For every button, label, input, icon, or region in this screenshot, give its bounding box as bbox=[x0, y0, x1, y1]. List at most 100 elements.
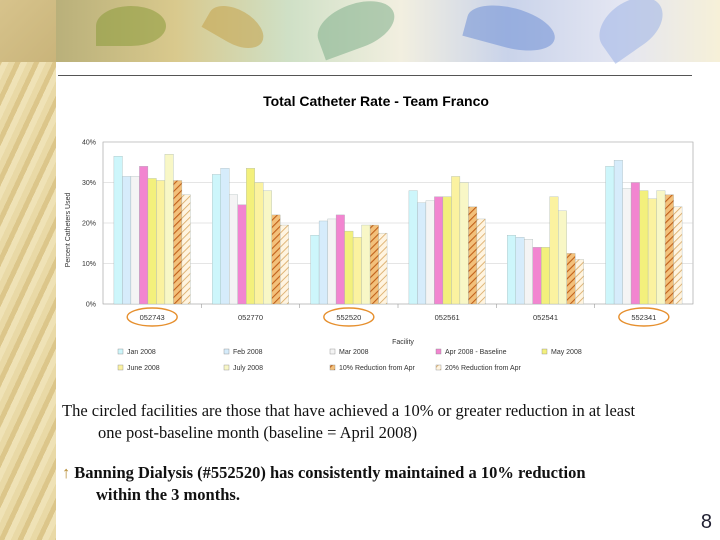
bar bbox=[263, 190, 272, 305]
legend-label: 10% Reduction from Apr bbox=[339, 365, 416, 372]
x-tick-label: 552520 bbox=[336, 313, 361, 322]
bar bbox=[164, 154, 174, 305]
bullet-point: ↑ Banning Dialysis (#552520) has consiste… bbox=[62, 462, 702, 506]
banner-corner bbox=[0, 0, 56, 62]
leaf-decoration bbox=[589, 0, 673, 64]
bar bbox=[558, 210, 567, 305]
bar bbox=[630, 182, 640, 305]
bar bbox=[361, 224, 371, 305]
y-axis-label: Percent Catheters Used bbox=[65, 193, 72, 268]
bar bbox=[147, 178, 157, 305]
x-axis-label: Facility bbox=[392, 339, 414, 346]
bar bbox=[318, 220, 328, 305]
legend-swatch bbox=[329, 348, 336, 355]
leaf-decoration bbox=[201, 0, 271, 57]
bar bbox=[212, 174, 221, 305]
legend-swatch bbox=[329, 364, 336, 371]
x-tick-label: 052770 bbox=[238, 313, 263, 322]
leaf-decoration bbox=[96, 6, 166, 46]
legend-label: Feb 2008 bbox=[233, 349, 263, 356]
legend-swatch bbox=[223, 364, 230, 371]
bullet-line-1: Banning Dialysis (#552520) has consisten… bbox=[74, 463, 586, 482]
x-tick-label: 052743 bbox=[140, 313, 165, 322]
bar bbox=[173, 180, 183, 305]
highlight-circle bbox=[618, 307, 670, 327]
bar bbox=[130, 176, 140, 305]
page-number: 8 bbox=[700, 511, 712, 533]
bar bbox=[254, 182, 264, 305]
bar bbox=[549, 196, 559, 305]
bar bbox=[229, 194, 238, 305]
bar bbox=[524, 239, 533, 305]
legend-swatch bbox=[435, 364, 442, 371]
legend-swatch bbox=[117, 364, 124, 371]
bar bbox=[237, 204, 247, 305]
bar bbox=[541, 247, 550, 305]
bar bbox=[417, 202, 427, 305]
bar bbox=[451, 176, 461, 305]
bar bbox=[335, 214, 345, 305]
bar bbox=[664, 194, 674, 305]
x-tick-label: 052541 bbox=[533, 313, 558, 322]
bar bbox=[181, 194, 191, 305]
caption-line-2: one post-baseline month (baseline = Apri… bbox=[98, 423, 418, 442]
bar bbox=[575, 259, 584, 305]
bar bbox=[327, 218, 337, 305]
bar bbox=[468, 206, 478, 305]
legend-label: Jan 2008 bbox=[127, 349, 156, 356]
bar bbox=[507, 234, 516, 305]
bar bbox=[442, 196, 452, 305]
bar bbox=[605, 166, 615, 305]
bar bbox=[271, 214, 281, 305]
bar bbox=[673, 206, 683, 305]
bar bbox=[156, 180, 166, 305]
caption: The circled facilities are those that ha… bbox=[62, 400, 702, 444]
y-tick-label: 0% bbox=[86, 302, 96, 309]
y-tick-label: 40% bbox=[82, 140, 96, 147]
leaf-decoration bbox=[310, 0, 402, 61]
bar bbox=[515, 237, 525, 305]
legend-label: Mar 2008 bbox=[339, 349, 369, 356]
bar bbox=[378, 232, 388, 305]
chart-title: Total Catheter Rate - Team Franco bbox=[263, 93, 489, 109]
bar bbox=[369, 224, 379, 305]
bar bbox=[246, 168, 255, 305]
legend-label: 20% Reduction from Apr bbox=[445, 365, 522, 372]
bar bbox=[310, 234, 320, 305]
bar bbox=[113, 156, 123, 305]
bullet-line-2: within the 3 months. bbox=[96, 485, 240, 504]
chart-container: Total Catheter Rate - Team Franco 0% 10% 2… bbox=[58, 80, 698, 380]
x-tick-label: 052561 bbox=[435, 313, 460, 322]
bar bbox=[425, 200, 435, 305]
catheter-rate-chart: Total Catheter Rate - Team Franco 0% 10% 2… bbox=[65, 93, 694, 372]
decorative-banner bbox=[56, 0, 720, 64]
bar bbox=[352, 237, 362, 305]
bar bbox=[344, 230, 354, 305]
bar bbox=[122, 176, 132, 305]
bar bbox=[408, 190, 418, 305]
bar bbox=[459, 182, 469, 305]
bar bbox=[476, 218, 486, 305]
legend-label: June 2008 bbox=[127, 365, 160, 372]
leaf-decoration bbox=[462, 0, 560, 59]
legend-swatch bbox=[117, 348, 124, 355]
bar bbox=[622, 188, 632, 305]
bar bbox=[280, 224, 289, 305]
bar bbox=[139, 166, 149, 305]
bar bbox=[639, 190, 649, 305]
y-tick-label: 20% bbox=[82, 221, 96, 228]
legend-swatch bbox=[435, 348, 442, 355]
bar bbox=[434, 196, 444, 305]
y-tick-label: 10% bbox=[82, 261, 96, 268]
bar bbox=[532, 247, 542, 305]
bullet-arrow-icon: ↑ bbox=[62, 463, 71, 482]
x-tick-label: 552341 bbox=[631, 313, 656, 322]
legend-label: Apr 2008 - Baseline bbox=[445, 349, 507, 356]
legend-label: May 2008 bbox=[551, 349, 582, 356]
bar bbox=[220, 168, 230, 305]
bar bbox=[647, 198, 657, 305]
caption-line-1: The circled facilities are those that ha… bbox=[62, 401, 636, 420]
title-rule bbox=[58, 75, 692, 76]
legend-swatch bbox=[541, 348, 548, 355]
bar bbox=[566, 253, 576, 305]
